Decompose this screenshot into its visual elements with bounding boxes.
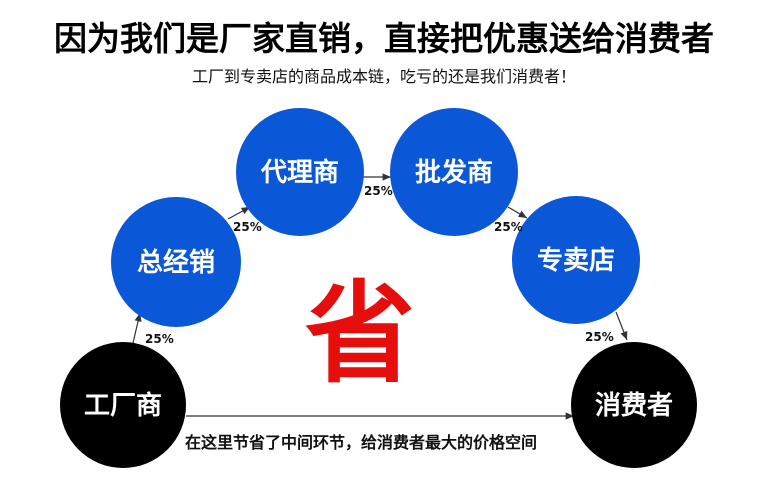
node-label: 代理商 — [260, 157, 339, 188]
save-character: 省 — [305, 269, 415, 398]
node-label: 工厂商 — [84, 390, 162, 421]
markup-label: 25% — [585, 330, 614, 344]
node-distributor: 总经销 — [111, 197, 241, 327]
arrow-factory-distributor — [132, 312, 142, 344]
node-store: 专卖店 — [512, 196, 640, 324]
arrow-wholesaler-store — [507, 206, 528, 219]
node-label: 总经销 — [137, 247, 215, 278]
node-label: 批发商 — [415, 157, 493, 188]
node-agent: 代理商 — [236, 108, 364, 236]
markup-label: 25% — [364, 184, 393, 198]
markup-label: 25% — [233, 220, 262, 234]
node-wholesaler: 批发商 — [390, 108, 518, 236]
arrow-store-consumer — [615, 311, 628, 341]
markup-label: 25% — [145, 332, 174, 346]
page-title: 因为我们是厂家直销，直接把优惠送给消费者 — [54, 19, 714, 58]
bottom-caption: 在这里节省了中间环节，给消费者最大的价格空间 — [185, 433, 537, 452]
node-label: 消费者 — [595, 391, 673, 421]
node-consumer: 消费者 — [571, 342, 697, 468]
node-label: 专卖店 — [537, 246, 615, 276]
node-factory: 工厂商 — [60, 342, 186, 468]
arrow-distributor-agent — [227, 206, 251, 220]
page-subtitle: 工厂到专卖店的商品成本链，吃亏的还是我们消费者！ — [192, 67, 576, 86]
markup-label: 25% — [494, 220, 523, 234]
